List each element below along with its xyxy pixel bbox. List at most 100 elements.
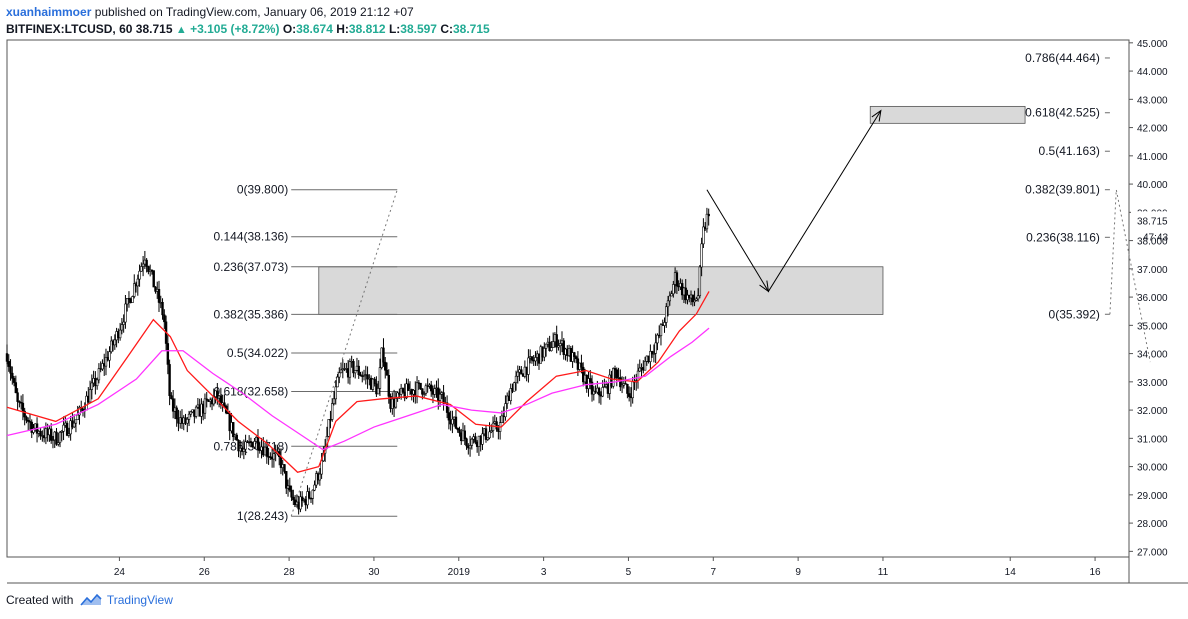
candle-body — [110, 340, 113, 353]
candle-body — [359, 374, 362, 377]
candle-body — [557, 345, 560, 348]
candle-body — [433, 388, 436, 395]
candle-body — [705, 213, 709, 230]
x-tick-label: 14 — [1005, 567, 1017, 578]
candle-body — [592, 390, 596, 395]
candle-body — [237, 439, 240, 452]
candle-body — [272, 453, 276, 460]
x-tick-label: 7 — [711, 567, 717, 578]
x-tick-label: 2019 — [448, 567, 471, 578]
candle-body — [562, 340, 565, 355]
candle-body — [675, 272, 679, 287]
author-link[interactable]: xuanhaimmoer — [6, 5, 92, 19]
candle-body — [18, 401, 21, 403]
candle-body — [458, 429, 461, 434]
candle-body — [353, 370, 357, 374]
candle-body — [504, 403, 507, 418]
x-tick-label: 11 — [878, 567, 889, 578]
candle-body — [382, 347, 385, 363]
fib-level-label: 0.382(35.386) — [213, 307, 288, 321]
price-chart[interactable]: 27.000 28.000 29.000 30.000 31.000 32.000 33.0… — [0, 0, 1188, 585]
open-label: O: — [282, 22, 297, 36]
published-text: published on TradingView.com, January 06… — [94, 5, 414, 19]
candle-body — [691, 294, 694, 303]
candle-body — [74, 419, 78, 424]
candle-body — [203, 398, 207, 414]
candle-body — [97, 368, 101, 381]
candle-body — [194, 406, 198, 417]
candle-body — [513, 382, 516, 392]
candle-body — [650, 351, 654, 355]
candle-body — [90, 382, 94, 390]
candle-body — [168, 364, 171, 396]
candle-body — [7, 361, 10, 367]
candle-body — [451, 418, 454, 425]
candle-body — [550, 347, 553, 352]
candle-body — [530, 356, 534, 361]
candle-body — [125, 298, 129, 305]
candle-body — [696, 295, 700, 300]
x-tick-label: 9 — [795, 567, 801, 578]
candle-body — [140, 266, 143, 272]
candle-body — [95, 379, 99, 387]
candle-body — [463, 430, 466, 440]
y-tick-label: 37.000 — [1137, 265, 1168, 276]
fib-level-label: 0.236(37.073) — [213, 260, 288, 274]
candle-body — [187, 413, 191, 420]
candle-body — [253, 441, 256, 448]
candle-body — [378, 367, 382, 389]
candle-body — [152, 270, 155, 288]
candle-body — [21, 402, 25, 412]
candle-body — [12, 378, 16, 383]
tradingview-link[interactable]: TradingView — [106, 593, 173, 607]
candle-body — [161, 301, 164, 316]
candle-body — [11, 372, 14, 379]
candle-body — [16, 392, 19, 402]
candle-body — [25, 416, 28, 421]
candle-body — [619, 377, 622, 388]
candle-body — [597, 387, 601, 396]
candle-body — [548, 341, 551, 352]
candle-body — [285, 471, 288, 489]
candle-body — [249, 441, 253, 443]
candle-body — [636, 370, 640, 381]
last-price-tag-bg — [1131, 211, 1181, 229]
candle-body — [527, 357, 530, 375]
candle-body — [327, 419, 330, 437]
candle-body — [559, 343, 562, 346]
candle-body — [638, 367, 641, 372]
candle-body — [120, 324, 124, 331]
candle-body — [141, 263, 145, 267]
candle-body — [166, 343, 170, 365]
candle-body — [147, 266, 150, 272]
candle-body — [88, 389, 92, 403]
candle-body — [666, 300, 670, 308]
candle-body — [39, 431, 42, 436]
candle-body — [613, 368, 617, 371]
candle-body — [320, 460, 323, 475]
y-tick-label: 43.000 — [1137, 95, 1168, 106]
footer: Created with TradingView — [6, 593, 173, 607]
fib-extension-label: 0.236(38.116) — [1026, 230, 1100, 244]
candle-body — [438, 393, 442, 401]
candle-body — [113, 339, 117, 346]
resistance-zone — [318, 266, 884, 315]
y-tick-label: 27.000 — [1137, 547, 1168, 558]
candle-body — [108, 351, 111, 361]
candle-body — [244, 441, 247, 450]
candle-body — [292, 496, 295, 501]
fib-level-label: 0(39.800) — [237, 183, 288, 197]
y-tick-label: 28.000 — [1137, 519, 1168, 530]
candle-body — [232, 422, 235, 438]
candle-body — [698, 266, 702, 297]
y-tick-label: 29.000 — [1137, 491, 1168, 502]
candle-body — [14, 382, 18, 394]
candle-body — [131, 296, 134, 303]
candle-body — [376, 388, 380, 395]
candle-body — [707, 213, 710, 217]
candle-body — [357, 365, 360, 376]
candle-body — [620, 384, 624, 388]
candle-body — [587, 378, 590, 389]
price-change: +3.105 (+8.72%) — [190, 22, 280, 36]
candle-body — [265, 446, 269, 457]
